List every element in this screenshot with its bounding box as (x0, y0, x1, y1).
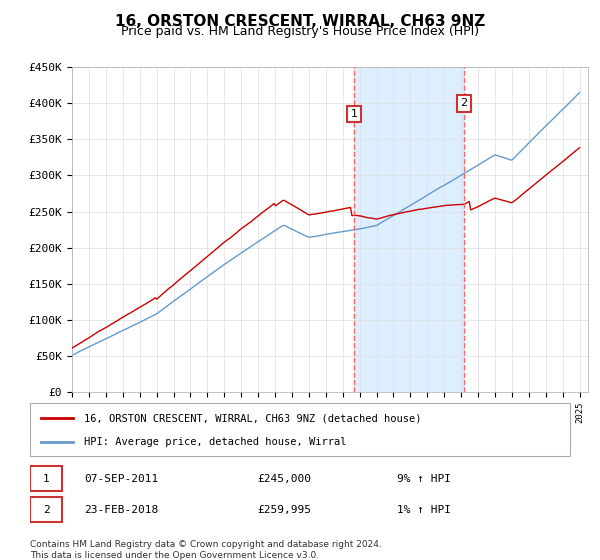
FancyBboxPatch shape (30, 497, 62, 522)
FancyBboxPatch shape (30, 466, 62, 492)
Text: 2: 2 (43, 505, 50, 515)
Text: 23-FEB-2018: 23-FEB-2018 (84, 505, 158, 515)
Text: 1% ↑ HPI: 1% ↑ HPI (397, 505, 451, 515)
Text: 16, ORSTON CRESCENT, WIRRAL, CH63 9NZ (detached house): 16, ORSTON CRESCENT, WIRRAL, CH63 9NZ (d… (84, 413, 421, 423)
Text: HPI: Average price, detached house, Wirral: HPI: Average price, detached house, Wirr… (84, 436, 347, 446)
Text: 9% ↑ HPI: 9% ↑ HPI (397, 474, 451, 484)
FancyBboxPatch shape (30, 403, 570, 456)
Text: Price paid vs. HM Land Registry's House Price Index (HPI): Price paid vs. HM Land Registry's House … (121, 25, 479, 38)
Text: £259,995: £259,995 (257, 505, 311, 515)
Text: £245,000: £245,000 (257, 474, 311, 484)
Bar (354, 67, 464, 392)
Text: 1: 1 (43, 474, 50, 484)
Text: 16, ORSTON CRESCENT, WIRRAL, CH63 9NZ: 16, ORSTON CRESCENT, WIRRAL, CH63 9NZ (115, 14, 485, 29)
Text: 2: 2 (460, 99, 467, 108)
Text: Contains HM Land Registry data © Crown copyright and database right 2024.
This d: Contains HM Land Registry data © Crown c… (30, 540, 382, 560)
Text: 07-SEP-2011: 07-SEP-2011 (84, 474, 158, 484)
Text: 1: 1 (350, 109, 358, 119)
